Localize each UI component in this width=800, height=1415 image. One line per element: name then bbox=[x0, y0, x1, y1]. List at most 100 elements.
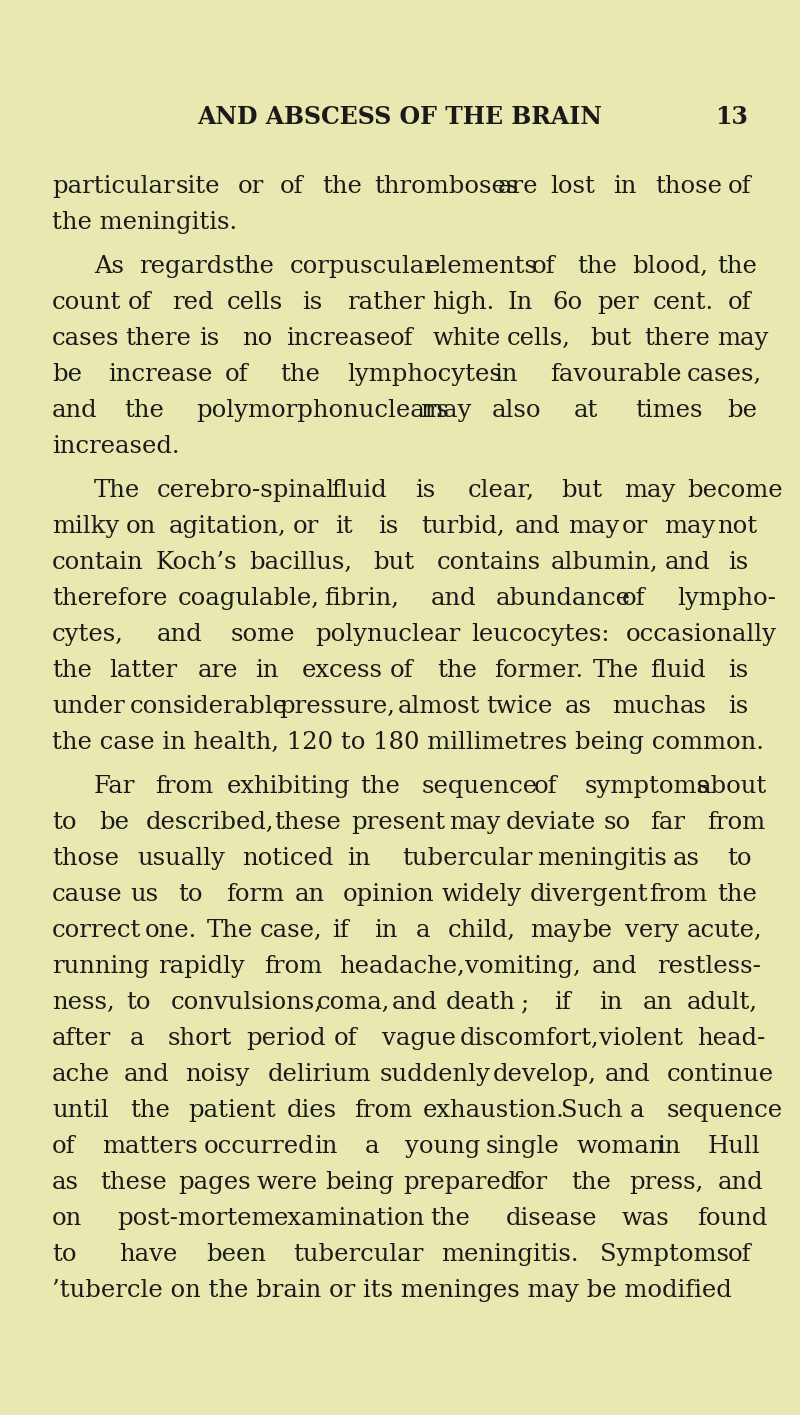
Text: red: red bbox=[172, 291, 214, 314]
Text: of: of bbox=[334, 1027, 358, 1050]
Text: and: and bbox=[591, 955, 637, 978]
Text: cytes,: cytes, bbox=[52, 623, 124, 647]
Text: thromboses: thromboses bbox=[374, 175, 519, 198]
Text: at: at bbox=[574, 399, 598, 422]
Text: coagulable,: coagulable, bbox=[178, 587, 320, 610]
Text: single: single bbox=[486, 1135, 559, 1157]
Text: the: the bbox=[322, 175, 362, 198]
Text: increase: increase bbox=[108, 364, 212, 386]
Text: may: may bbox=[624, 480, 675, 502]
Text: no: no bbox=[242, 327, 273, 350]
Text: much: much bbox=[612, 695, 680, 717]
Text: usually: usually bbox=[137, 848, 225, 870]
Text: and: and bbox=[718, 1172, 763, 1194]
Text: milky: milky bbox=[52, 515, 119, 538]
Text: those: those bbox=[655, 175, 722, 198]
Text: exhaustion.: exhaustion. bbox=[422, 1099, 564, 1122]
Text: of: of bbox=[728, 175, 751, 198]
Text: increase: increase bbox=[286, 327, 390, 350]
Text: may: may bbox=[665, 515, 716, 538]
Text: there: there bbox=[126, 327, 191, 350]
Text: from: from bbox=[155, 775, 214, 798]
Text: twice: twice bbox=[486, 695, 553, 717]
Text: suddenly: suddenly bbox=[380, 1063, 491, 1085]
Text: death: death bbox=[446, 990, 515, 1015]
Text: leucocytes:: leucocytes: bbox=[470, 623, 610, 647]
Text: is: is bbox=[302, 291, 322, 314]
Text: after: after bbox=[52, 1027, 111, 1050]
Text: of: of bbox=[52, 1135, 75, 1157]
Text: post-mortem: post-mortem bbox=[118, 1207, 274, 1230]
Text: it: it bbox=[335, 515, 353, 538]
Text: prepared: prepared bbox=[404, 1172, 517, 1194]
Text: to: to bbox=[178, 883, 203, 906]
Text: in: in bbox=[598, 990, 622, 1015]
Text: sequence: sequence bbox=[666, 1099, 783, 1122]
Text: as: as bbox=[52, 1172, 79, 1194]
Text: tubercular: tubercular bbox=[294, 1242, 424, 1266]
Text: vomiting,: vomiting, bbox=[466, 955, 581, 978]
Text: fibrin,: fibrin, bbox=[325, 587, 399, 610]
Text: the: the bbox=[124, 399, 164, 422]
Text: The: The bbox=[94, 480, 140, 502]
Text: is: is bbox=[199, 327, 219, 350]
Text: white: white bbox=[433, 327, 502, 350]
Text: in: in bbox=[374, 918, 398, 942]
Text: lymphocytes: lymphocytes bbox=[346, 364, 502, 386]
Text: or: or bbox=[238, 175, 264, 198]
Text: former.: former. bbox=[494, 659, 584, 682]
Text: As: As bbox=[94, 255, 124, 277]
Text: Far: Far bbox=[94, 775, 135, 798]
Text: convulsions,: convulsions, bbox=[171, 990, 322, 1015]
Text: patient: patient bbox=[188, 1099, 275, 1122]
Text: in: in bbox=[494, 364, 518, 386]
Text: considerable: considerable bbox=[130, 695, 288, 717]
Text: may: may bbox=[420, 399, 471, 422]
Text: the: the bbox=[577, 255, 617, 277]
Text: one.: one. bbox=[145, 918, 197, 942]
Text: may: may bbox=[530, 918, 582, 942]
Text: an: an bbox=[643, 990, 673, 1015]
Text: and: and bbox=[391, 990, 437, 1015]
Text: rather: rather bbox=[347, 291, 425, 314]
Text: so: so bbox=[603, 811, 630, 833]
Text: is: is bbox=[728, 695, 748, 717]
Text: ;: ; bbox=[520, 990, 529, 1015]
Text: increased.: increased. bbox=[52, 434, 179, 458]
Text: headache,: headache, bbox=[339, 955, 465, 978]
Text: coma,: coma, bbox=[317, 990, 390, 1015]
Text: correct: correct bbox=[52, 918, 142, 942]
Text: not: not bbox=[718, 515, 758, 538]
Text: the: the bbox=[52, 659, 92, 682]
Text: and: and bbox=[605, 1063, 650, 1085]
Text: 6o: 6o bbox=[553, 291, 582, 314]
Text: pages: pages bbox=[178, 1172, 251, 1194]
Text: the meningitis.: the meningitis. bbox=[52, 211, 237, 233]
Text: be: be bbox=[52, 364, 82, 386]
Text: an: an bbox=[294, 883, 325, 906]
Text: short: short bbox=[168, 1027, 232, 1050]
Text: or: or bbox=[293, 515, 319, 538]
Text: is: is bbox=[728, 550, 748, 574]
Text: of: of bbox=[532, 255, 555, 277]
Text: corpuscular: corpuscular bbox=[290, 255, 437, 277]
Text: have: have bbox=[119, 1242, 178, 1266]
Text: ’tubercle on the brain or its meninges may be modified: ’tubercle on the brain or its meninges m… bbox=[52, 1279, 732, 1302]
Text: the: the bbox=[360, 775, 400, 798]
Text: vague: vague bbox=[382, 1027, 456, 1050]
Text: head-: head- bbox=[698, 1027, 766, 1050]
Text: fluid: fluid bbox=[650, 659, 706, 682]
Text: in: in bbox=[254, 659, 278, 682]
Text: these: these bbox=[100, 1172, 166, 1194]
Text: the: the bbox=[130, 1099, 170, 1122]
Text: case,: case, bbox=[259, 918, 322, 942]
Text: count: count bbox=[52, 291, 122, 314]
Text: if: if bbox=[554, 990, 571, 1015]
Text: the: the bbox=[718, 883, 758, 906]
Text: of: of bbox=[728, 1242, 751, 1266]
Text: discomfort,: discomfort, bbox=[460, 1027, 599, 1050]
Text: matters: matters bbox=[102, 1135, 198, 1157]
Text: but: but bbox=[590, 327, 632, 350]
Text: under: under bbox=[52, 695, 125, 717]
Text: is: is bbox=[378, 515, 398, 538]
